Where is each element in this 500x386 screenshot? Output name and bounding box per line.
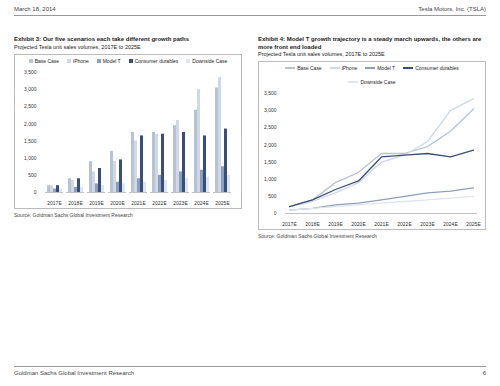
html-text:Goldman Sachs Global Investmen: Goldman Sachs Global Investment Research [14,370,135,376]
svg-text:2025E: 2025E [215,200,230,206]
svg-text:2018E: 2018E [305,221,320,227]
svg-text:2024E: 2024E [443,221,458,227]
svg-text:2022E: 2022E [397,221,412,227]
svg-text:500: 500 [28,171,37,177]
svg-text:1,000: 1,000 [264,176,277,182]
svg-text:0: 0 [34,189,37,195]
svg-text:3,500: 3,500 [264,90,277,96]
svg-text:1,000: 1,000 [24,154,37,160]
svg-text:500: 500 [268,193,277,199]
svg-text:2,500: 2,500 [264,124,277,130]
svg-text:2021E: 2021E [374,221,389,227]
svg-text:2017E: 2017E [282,221,297,227]
svg-text:2,500: 2,500 [24,103,37,109]
svg-text:1,500: 1,500 [264,159,277,165]
svg-text:2023E: 2023E [420,221,435,227]
svg-text:3,500: 3,500 [24,69,37,75]
html-text:March 18, 2014: March 18, 2014 [14,6,56,12]
svg-text:3,000: 3,000 [264,107,277,113]
html-text:Downside Case: Downside Case [192,57,228,64]
html-text:Base Case: Base Case [297,65,322,71]
svg-text:2017E: 2017E [47,200,62,206]
html-text:iPhone: iPhone [341,65,358,71]
html-text:Projected Tesla unit sales vol: Projected Tesla unit sales volumes, 2017… [258,51,385,57]
html-text:Exhibit 3: Our five scenarios: Exhibit 3: Our five scenarios each take … [14,36,189,42]
svg-text:2019E: 2019E [328,221,343,227]
svg-text:2025E: 2025E [466,221,481,227]
svg-text:2020E: 2020E [110,200,125,206]
html-text:Consumer durables: Consumer durables [415,65,459,71]
svg-text:2023E: 2023E [173,200,188,206]
html-text:Tesla Motors, Inc. (TSLA): Tesla Motors, Inc. (TSLA) [418,6,486,12]
html-text:iPhone: iPhone [73,57,89,64]
html-text:Exhibit 4: Model T growth traj: Exhibit 4: Model T growth trajectory is … [258,36,482,50]
html-text:Source: Goldman Sachs Global I: Source: Goldman Sachs Global Investment … [14,211,133,218]
svg-text:2,000: 2,000 [24,120,37,126]
svg-text:2019E: 2019E [89,200,104,206]
svg-text:2024E: 2024E [194,200,209,206]
svg-text:1,500: 1,500 [24,137,37,143]
html-text:Model T: Model T [377,65,396,71]
html-text:Consumer durables: Consumer durables [134,57,179,64]
svg-text:2020E: 2020E [351,221,366,227]
html-text:Model T: Model T [102,57,121,64]
html-text:Base Case: Base Case [34,57,60,64]
svg-text:2022E: 2022E [152,200,167,206]
svg-text:2018E: 2018E [68,200,83,206]
svg-text:0: 0 [274,210,277,216]
svg-text:2,000: 2,000 [264,142,277,148]
svg-text:2021E: 2021E [131,200,146,206]
html-text:Projected Tesla unit sales vol: Projected Tesla unit sales volumes, 2017… [14,43,141,50]
html-text:6: 6 [482,370,486,376]
svg-text:3,000: 3,000 [24,86,37,92]
html-text:Downside Case: Downside Case [360,79,396,85]
html-text:Source: Goldman Sachs Global I: Source: Goldman Sachs Global Investment … [258,233,377,239]
